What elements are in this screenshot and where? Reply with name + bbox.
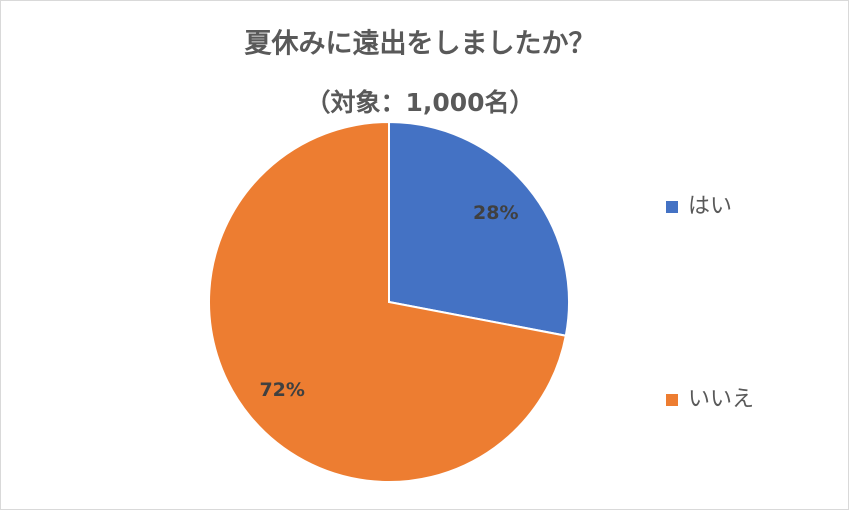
- legend-swatch: [666, 201, 678, 213]
- pie-slice: [388, 120, 570, 337]
- data-label: 72%: [259, 379, 304, 401]
- pie-slice: [208, 120, 567, 483]
- chart-subtitle: （対象：1,000名）: [305, 88, 534, 117]
- data-label: 28%: [473, 202, 518, 224]
- legend-label: はい: [688, 194, 732, 219]
- chart-title: 夏休みに遠出をしましたか？: [245, 29, 596, 60]
- legend-label: いいえ: [688, 387, 754, 412]
- legend-swatch: [666, 394, 678, 406]
